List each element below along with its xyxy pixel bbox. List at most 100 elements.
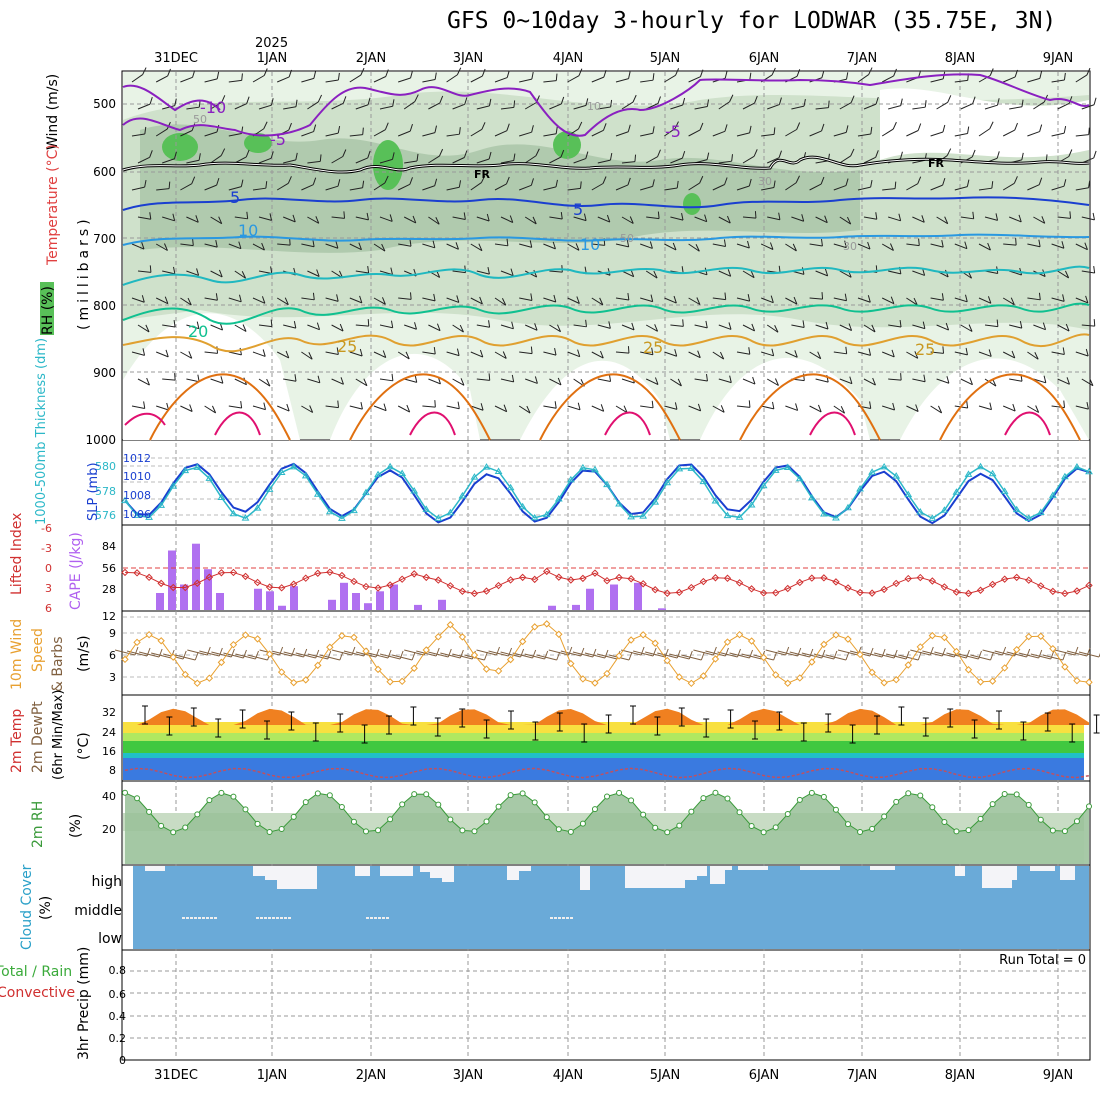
wind-barb-staff <box>760 243 774 250</box>
wind-barb-staff <box>670 324 684 327</box>
thickness-marker <box>1024 514 1033 521</box>
w10-barb-flag <box>194 651 199 661</box>
wind-barb-staff <box>833 185 847 191</box>
wind-barb-staff <box>428 378 441 385</box>
wind-barb-flag <box>389 214 393 222</box>
wind-barb-flag <box>530 346 533 354</box>
wind-barb-staff <box>549 103 562 110</box>
wind-barb-flag <box>747 240 750 249</box>
wind-barb-staff <box>252 405 266 411</box>
w10-marker <box>494 667 503 675</box>
wind-barb-flag <box>1013 176 1018 184</box>
wind-barb-staff <box>277 243 291 246</box>
wind-barb-staff <box>210 270 223 278</box>
wind-barb-flag <box>821 70 825 78</box>
wind-barb-staff <box>1003 243 1017 246</box>
li-marker <box>759 589 768 597</box>
wind-barb-flag <box>868 67 873 75</box>
wind-barb-staff <box>591 76 605 83</box>
wind-barb-staff <box>936 324 949 331</box>
cloud-high-gap-1 <box>253 866 265 876</box>
wind-barb-staff <box>833 243 847 249</box>
wind-barb-staff <box>476 378 490 381</box>
wind-barb-flag <box>488 320 491 328</box>
w10-barb-flag <box>604 649 609 659</box>
thickness-marker <box>940 506 949 513</box>
wind-barb-staff <box>785 405 798 411</box>
w10-barb-flag <box>869 647 874 657</box>
w10-barb-staff <box>1006 651 1027 658</box>
rh-max-5 <box>683 193 701 215</box>
wind-barb-flag <box>464 265 467 273</box>
cloud-level-low: low <box>98 931 122 947</box>
wind-barb-flag <box>674 402 678 410</box>
li-marker <box>675 588 684 597</box>
wind-barb-flag <box>817 351 822 359</box>
cape-bar-1 <box>168 550 176 610</box>
w10-barb-flag <box>496 646 500 656</box>
wind-barb-staff <box>767 216 781 221</box>
thickness-marker <box>747 501 756 508</box>
wind-barb-staff <box>355 324 369 327</box>
thickness-marker <box>301 471 310 479</box>
wind-barb-staff <box>476 324 490 328</box>
wind-barb-staff <box>398 130 411 137</box>
wind-barb-flag <box>163 243 168 251</box>
w10-barb-flag <box>459 649 464 659</box>
wind-barb-flag <box>487 267 490 275</box>
isotherm-5 <box>122 196 1090 211</box>
wind-barb-flag <box>285 350 290 359</box>
li-marker <box>868 589 876 597</box>
cloud-high-gap-11 <box>519 866 531 871</box>
wind-barb-staff <box>664 405 678 410</box>
wind-barb-staff <box>355 216 369 221</box>
w10-barb-staff <box>886 653 907 660</box>
wind-barb-flag <box>554 348 557 356</box>
wind-barb-flag <box>749 125 752 133</box>
wind-barb-flag <box>599 297 604 306</box>
li-marker <box>350 577 358 586</box>
wind-barb-staff <box>155 297 169 305</box>
w10-barb-staff <box>777 650 798 657</box>
w10-marker <box>627 636 635 644</box>
li-marker <box>952 588 961 596</box>
wind-barb-flag <box>801 214 805 222</box>
rh2m-marker <box>206 797 213 804</box>
wind-barb-staff <box>718 270 731 277</box>
w10-marker <box>530 623 539 631</box>
w10-barb-staff <box>440 652 461 659</box>
isotherm-minus10 <box>122 84 221 112</box>
wind-barb-flag <box>145 324 150 333</box>
thickness-marker <box>446 508 455 516</box>
cape-bar-10 <box>328 599 336 610</box>
wind-barb-flag <box>506 70 510 78</box>
wind-barb-staff <box>670 216 684 221</box>
wind-barb-staff <box>404 378 417 383</box>
wind-barb-flag <box>575 243 580 251</box>
wind-barb-flag <box>506 123 510 131</box>
wind-barb-flag <box>675 68 680 76</box>
w10-barb-staff <box>705 650 726 657</box>
bottom-date-3jan: 3JAN <box>453 1068 484 1083</box>
wind-barb-flag <box>987 242 991 251</box>
wind-barb-flag <box>891 349 895 358</box>
bottom-date-5jan: 5JAN <box>650 1068 681 1083</box>
w10-barb-staff <box>283 651 304 658</box>
wind-barb-staff <box>379 324 393 329</box>
wind-barb-flag <box>727 269 732 277</box>
wind-barb-flag <box>241 73 243 81</box>
w10-marker <box>241 631 250 639</box>
wind-barb-staff <box>131 351 145 356</box>
wind-barb-flag <box>295 152 298 160</box>
wind-barb-flag <box>414 94 419 102</box>
w10-barb-staff <box>512 652 533 659</box>
wind-barb-flag <box>672 242 677 251</box>
isotherm-25 <box>122 333 1090 353</box>
w10-marker <box>1037 632 1045 640</box>
wind-barb-flag <box>603 69 607 78</box>
wind-barb-flag <box>533 269 538 278</box>
w10-marker <box>615 652 623 660</box>
cape-bar-2 <box>180 584 188 610</box>
wind-barb-staff <box>833 297 847 302</box>
w10-barb-flag <box>749 649 754 659</box>
